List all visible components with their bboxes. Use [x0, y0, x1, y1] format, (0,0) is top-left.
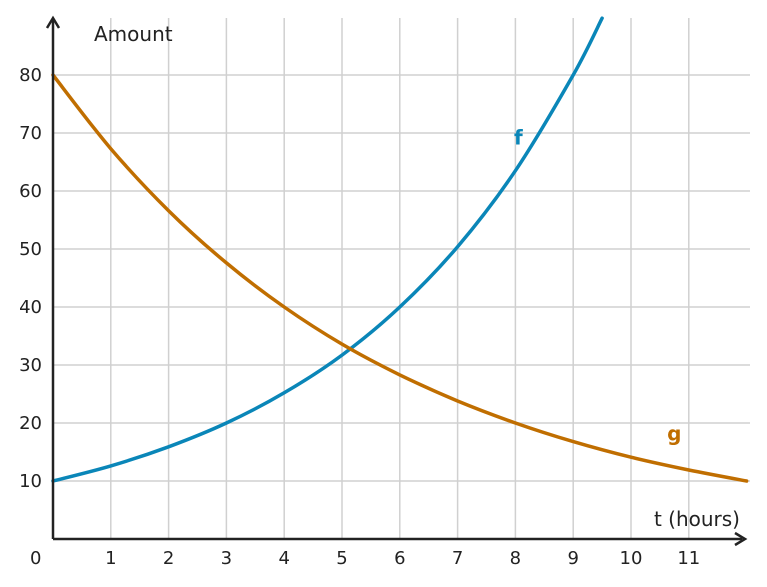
y-tick-label: 70 — [19, 123, 42, 144]
x-tick-label: 11 — [677, 548, 700, 569]
series-labels: fg — [514, 126, 682, 446]
y-axis-title: Amount — [94, 22, 173, 46]
axes — [45, 15, 748, 547]
y-tick-label: 40 — [19, 297, 42, 318]
x-tick-label: 8 — [510, 548, 521, 569]
y-tick-label: 30 — [19, 355, 42, 376]
x-tick-label: 10 — [620, 548, 643, 569]
x-tick-label: 5 — [336, 548, 347, 569]
y-tick-label: 60 — [19, 181, 42, 202]
y-tick-label: 10 — [19, 471, 42, 492]
x-tick-label: 9 — [567, 548, 578, 569]
x-tick-label: 2 — [163, 548, 174, 569]
y-tick-label: 50 — [19, 239, 42, 260]
x-tick-label: 1 — [105, 548, 116, 569]
x-axis-title: t (hours) — [654, 507, 740, 531]
series-line-g — [51, 73, 749, 483]
series-line-f — [51, 16, 604, 483]
x-tick-label: 4 — [278, 548, 289, 569]
grid — [53, 18, 750, 539]
x-tick-label: 7 — [452, 548, 463, 569]
y-tick-label: 80 — [19, 65, 42, 86]
y-tick-label: 20 — [19, 413, 42, 434]
series-label-f: f — [514, 126, 523, 150]
x-tick-labels: 1 2 3 4 5 6 7 8 9 10 11 — [105, 548, 700, 569]
y-axis-arrow — [45, 15, 61, 29]
x-tick-label: 3 — [221, 548, 232, 569]
origin-label: 0 — [30, 548, 41, 569]
series-label-g: g — [667, 421, 681, 445]
x-tick-label: 6 — [394, 548, 405, 569]
x-axis-arrow — [734, 531, 748, 547]
curves — [51, 16, 749, 483]
y-tick-labels: 10 20 30 40 50 60 70 80 — [19, 65, 42, 492]
